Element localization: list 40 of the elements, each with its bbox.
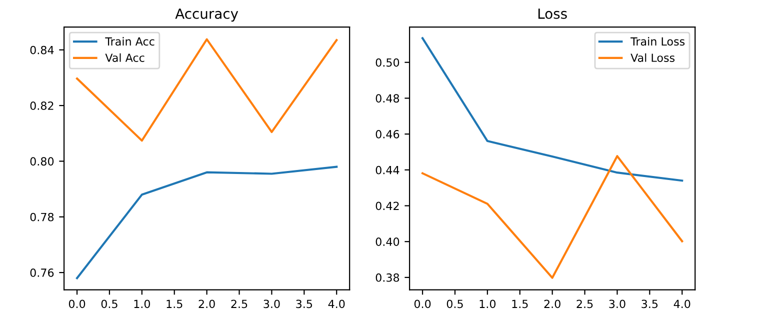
legend-label: Val Loss [630,53,675,62]
y-tick-label: 0.40 [376,238,400,246]
y-tick-label: 0.50 [376,58,400,67]
y-tick-label: 0.44 [376,166,400,174]
x-tick-label: 0.5 [101,300,118,308]
x-tick-label: 2.0 [198,300,215,308]
x-tick-label: 0.0 [414,300,431,308]
x-tick-label: 2.5 [231,300,248,308]
x-tick-label: 3.0 [264,300,280,308]
y-tick-label: 0.42 [376,202,399,210]
line-series [76,38,338,142]
x-tick-label: 1.0 [134,300,150,308]
x-tick-label: 3.5 [296,300,312,308]
line-series [421,155,684,279]
legend-label: Train Acc [105,37,154,46]
line-series [421,37,684,182]
x-tick-label: 0.0 [68,300,86,308]
y-tick-label: 0.82 [30,102,54,110]
y-tick-label: 0.76 [30,268,54,277]
x-tick-label: 2.5 [576,300,593,308]
line-series [76,166,338,280]
y-tick-label: 0.78 [30,212,54,222]
y-tick-label: 0.80 [30,157,54,166]
x-tick-label: 1.5 [166,300,182,308]
x-tick-label: 0.5 [446,300,463,308]
chart-title: Loss [538,8,567,19]
x-tick-label: 2.0 [544,300,560,308]
x-tick-label: 3.0 [609,300,626,308]
y-tick-label: 0.38 [376,273,400,282]
legend-label: Val Acc [105,53,144,62]
y-tick-label: 0.84 [30,46,54,54]
x-tick-label: 1.5 [512,300,528,308]
y-tick-label: 0.48 [376,94,400,103]
chart-title: Accuracy [175,8,238,22]
x-tick-label: 4.0 [674,300,690,308]
legend-label: Train Loss [630,37,685,46]
x-tick-label: 3.5 [642,300,658,308]
x-tick-label: 1.0 [480,300,496,308]
y-tick-label: 0.46 [376,130,400,138]
x-tick-label: 4.0 [328,300,345,308]
